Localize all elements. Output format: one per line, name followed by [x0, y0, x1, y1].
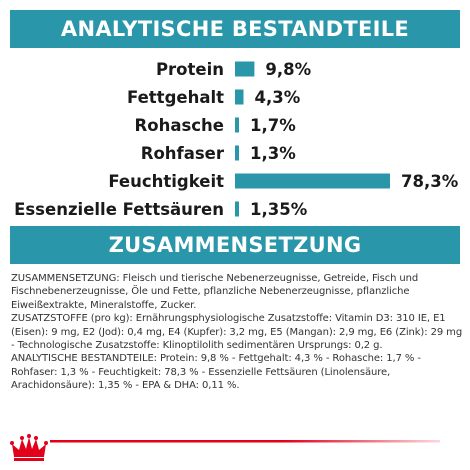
bar: [235, 61, 255, 77]
analytics-title: ANALYTISCHE BESTANDTEILE: [60, 17, 410, 41]
category-label: Rohasche: [135, 116, 224, 135]
value-label: 1,35%: [250, 200, 308, 219]
bar: [235, 173, 390, 189]
composition-title: ZUSAMMENSETZUNG: [108, 233, 362, 257]
bar: [235, 145, 239, 161]
footer-red-stripe: [50, 440, 440, 443]
composition-paragraph-ingredients: ZUSAMMENSETZUNG: Fleisch und tierische N…: [11, 273, 419, 311]
composition-banner: ZUSAMMENSETZUNG: [10, 226, 460, 264]
value-label: 1,3%: [250, 144, 296, 163]
crown-icon: [10, 434, 48, 461]
composition-text: ZUSAMMENSETZUNG: Fleisch und tierische N…: [11, 272, 463, 393]
analytics-banner: ANALYTISCHE BESTANDTEILE: [10, 10, 460, 48]
footer: [10, 434, 440, 461]
value-label: 78,3%: [401, 172, 459, 191]
category-label: Fettgehalt: [127, 88, 224, 107]
bar: [235, 117, 239, 133]
composition-paragraph-additives: ZUSATZSTOFFE (pro kg): Ernährungsphysiol…: [11, 313, 463, 352]
category-label: Rohfaser: [141, 144, 225, 163]
category-label: Feuchtigkeit: [108, 172, 224, 191]
composition-paragraph-analytics: ANALYTISCHE BESTANDTEILE: Protein: 9,8 %…: [11, 353, 421, 392]
nutrient-bar-chart: Protein 9,8% Fettgehalt 4,3% Rohasche 1,7% Roh…: [14, 60, 459, 219]
bar: [235, 89, 244, 105]
category-label: Essenzielle Fettsäuren: [14, 200, 224, 219]
value-label: 9,8%: [265, 60, 311, 79]
value-label: 4,3%: [255, 88, 301, 107]
value-label: 1,7%: [250, 116, 296, 135]
category-label: Protein: [156, 60, 224, 79]
bar: [235, 201, 239, 217]
